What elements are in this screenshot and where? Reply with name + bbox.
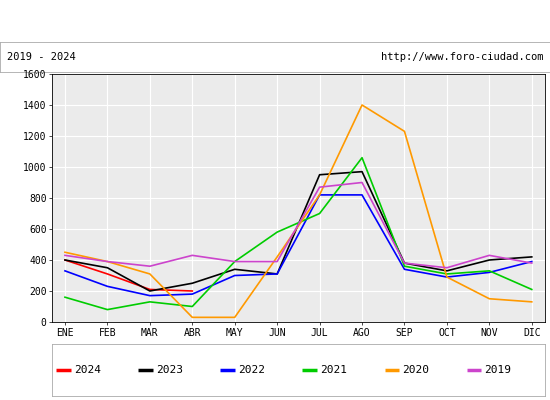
Text: 2022: 2022 <box>239 365 266 375</box>
Text: 2019: 2019 <box>485 365 512 375</box>
Text: 2019 - 2024: 2019 - 2024 <box>7 52 75 62</box>
Text: 2021: 2021 <box>321 365 348 375</box>
Text: 2024: 2024 <box>74 365 101 375</box>
Text: Evolucion Nº Turistas Nacionales en el municipio de Altarejos: Evolucion Nº Turistas Nacionales en el m… <box>20 13 530 27</box>
Text: 2023: 2023 <box>156 365 184 375</box>
Text: 2020: 2020 <box>403 365 430 375</box>
Text: http://www.foro-ciudad.com: http://www.foro-ciudad.com <box>381 52 543 62</box>
